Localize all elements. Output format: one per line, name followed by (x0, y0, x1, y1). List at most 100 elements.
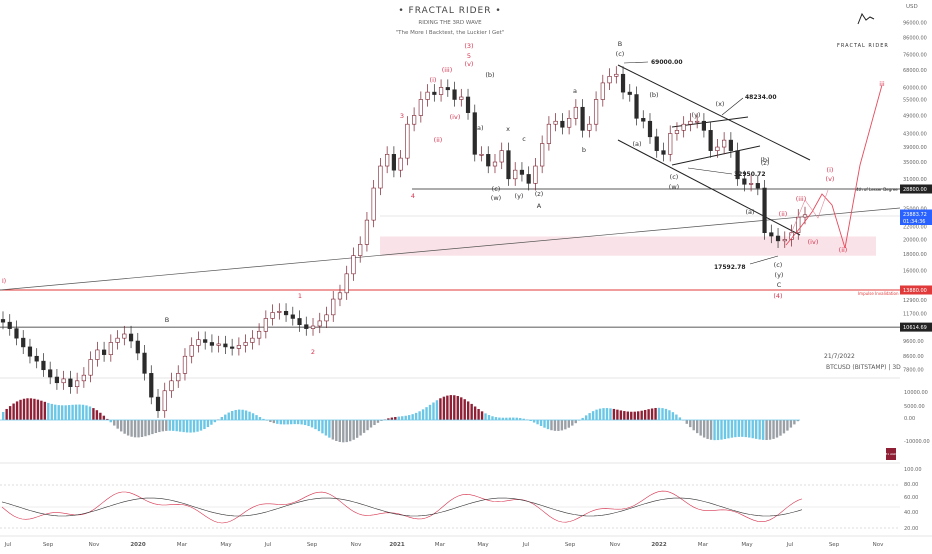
price-axis-currency: USD (906, 4, 918, 10)
candle-body (379, 166, 383, 188)
macd-bar (130, 420, 132, 437)
time-axis-tick: May (741, 542, 753, 548)
macd-bar (182, 420, 184, 432)
macd-bar (474, 406, 476, 420)
macd-bar (595, 410, 597, 420)
candle-body (325, 315, 329, 321)
macd-bar (467, 401, 469, 420)
macd-bar (158, 420, 160, 432)
macd-bar (68, 405, 70, 420)
candle-body (304, 325, 308, 329)
candle-body (372, 188, 376, 220)
macd-bar (398, 417, 400, 420)
rsi-axis-tick: 40.00 (904, 510, 918, 516)
macd-bar (654, 408, 656, 420)
wave-label: (y) (775, 271, 784, 279)
macd-bar (335, 420, 337, 441)
macd-bar (693, 420, 695, 430)
price-axis-tick: 13880.00 (903, 288, 927, 294)
macd-bar (571, 420, 573, 426)
price-axis-tick: 39000.00 (903, 145, 927, 151)
candle-body (412, 115, 416, 124)
macd-bar (23, 399, 25, 420)
macd-bar (439, 398, 441, 420)
price-axis-tick: 16000.00 (903, 268, 927, 274)
time-axis-tick: Jul (264, 542, 272, 548)
macd-axis-tick: 10000.00 (904, 390, 928, 396)
macd-bar (273, 420, 275, 423)
wave-label: 3 (400, 112, 404, 120)
candle-body (594, 99, 598, 124)
candle-body (466, 97, 470, 113)
price-axis-tick: 11700.00 (903, 312, 927, 318)
chart-title: • FRACTAL RIDER • (0, 6, 900, 16)
wave-label: C (777, 281, 782, 289)
macd-bar (422, 409, 424, 420)
candle-body (433, 92, 437, 94)
candle-body (513, 170, 517, 179)
macd-bar (564, 420, 566, 429)
candle-body (534, 166, 538, 183)
macd-bar (710, 420, 712, 440)
macd-bar (224, 415, 226, 420)
macd-bar (346, 420, 348, 442)
time-axis-tick: 2021 (389, 542, 404, 548)
candle-body (722, 140, 726, 147)
price-axis-tick: 20000.00 (903, 237, 927, 243)
macd-bar (307, 420, 309, 426)
macd-bar (470, 404, 472, 420)
candle-body (486, 154, 490, 166)
candle-body (102, 350, 106, 355)
wave-label: (v) (826, 175, 835, 183)
macd-bar (44, 402, 46, 420)
time-axis-tick: May (220, 542, 232, 548)
macd-bar (408, 415, 410, 420)
price-axis-tick: 10614.69 (903, 325, 927, 331)
macd-bar (47, 403, 49, 420)
macd-bar (231, 411, 233, 420)
chart-date: 21/7/2022 (824, 353, 855, 360)
macd-bar (717, 420, 719, 440)
candle-body (668, 134, 672, 155)
macd-bar (512, 418, 514, 420)
macd-bar (141, 420, 143, 437)
macd-bar (401, 416, 403, 420)
candle-body (608, 76, 612, 83)
macd-bar (429, 405, 431, 420)
macd-bar (356, 420, 358, 438)
macd-bar (765, 420, 767, 440)
macd-bar (58, 405, 60, 420)
macd-bar (793, 420, 795, 424)
candle-body (547, 124, 551, 143)
macd-bar (26, 398, 28, 420)
macd-bar (54, 405, 56, 420)
price-axis-tick: 55000.00 (903, 97, 927, 103)
candle-body (574, 107, 578, 118)
macd-bar (311, 420, 313, 427)
price-axis-tick: 12900.00 (903, 298, 927, 304)
macd-bar (745, 420, 747, 437)
candle-body (648, 121, 652, 137)
candle-body (55, 377, 59, 383)
wave-label-edge: I) (2, 278, 6, 285)
candle-body (96, 350, 100, 360)
macd-bar (89, 406, 91, 420)
macd-bar (377, 420, 379, 423)
candle-body (210, 342, 214, 345)
macd-bar (606, 408, 608, 420)
candle-body (163, 391, 167, 411)
candle-body (743, 179, 747, 184)
time-axis-tick: Mar (698, 542, 709, 548)
macd-bar (602, 408, 604, 420)
price-axis-tick: 96000.00 (903, 20, 927, 26)
candle-body (459, 97, 463, 99)
candle-body (493, 162, 497, 166)
price-axis-tick: 9600.00 (903, 339, 924, 345)
candle-body (8, 322, 12, 328)
macd-bar (186, 420, 188, 432)
candle-body (453, 90, 457, 100)
macd-bar (790, 420, 792, 428)
candle-body (352, 256, 356, 274)
